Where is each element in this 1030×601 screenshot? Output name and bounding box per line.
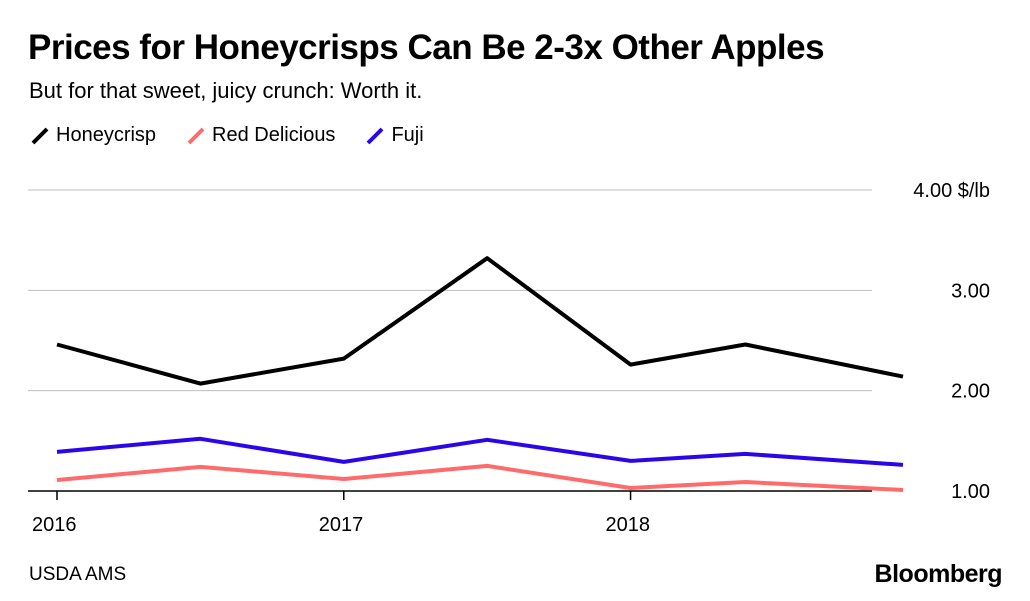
bloomberg-logo: Bloomberg [874, 560, 1003, 588]
x-axis: 2016 2017 2018 [32, 491, 650, 536]
y-tick-label-2: 3.00 [951, 280, 990, 302]
y-tick-label-1: 2.00 [951, 381, 990, 403]
source-note: USDA AMS [29, 564, 127, 585]
series-line-red-delicious [56, 463, 904, 492]
legend-swatch-red-delicious [187, 127, 205, 144]
x-tick-label-2018: 2018 [606, 514, 651, 536]
x-tick-label-2016: 2016 [32, 514, 77, 536]
chart-subtitle: But for that sweet, juicy crunch: Worth … [29, 78, 423, 103]
legend-item-honeycrisp: Honeycrisp [30, 124, 156, 147]
series-lines [56, 256, 904, 492]
y-tick-label-0: 1.00 [951, 481, 990, 503]
legend-label-red-delicious: Red Delicious [212, 124, 336, 146]
y-axis-labels: 1.00 2.00 3.00 4.00 $/lb [913, 180, 990, 503]
series-line-honeycrisp [56, 256, 904, 386]
legend: Honeycrisp Red Delicious Fuji [30, 124, 454, 147]
legend-swatch-fuji [367, 127, 384, 144]
x-tick-label-2017: 2017 [319, 514, 364, 536]
legend-item-red-delicious: Red Delicious [186, 124, 335, 147]
legend-label-fuji: Fuji [391, 124, 424, 146]
chart-title: Prices for Honeycrisps Can Be 2-3x Other… [28, 28, 825, 67]
y-tick-label-3: 4.00 $/lb [913, 180, 990, 202]
legend-label-honeycrisp: Honeycrisp [56, 124, 157, 146]
legend-swatch-honeycrisp [31, 127, 49, 144]
gridlines [28, 189, 872, 492]
series-line-fuji [56, 436, 904, 467]
legend-item-fuji: Fuji [365, 124, 424, 147]
